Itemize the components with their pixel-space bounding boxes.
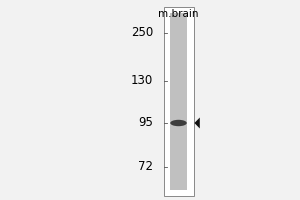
- Text: 250: 250: [131, 26, 153, 40]
- Text: m.brain: m.brain: [158, 9, 199, 19]
- Bar: [164, 7, 194, 196]
- Text: 130: 130: [131, 74, 153, 88]
- Text: 72: 72: [138, 160, 153, 173]
- Polygon shape: [194, 117, 200, 129]
- Text: 95: 95: [138, 116, 153, 130]
- Bar: [170, 13, 187, 190]
- Ellipse shape: [170, 120, 187, 126]
